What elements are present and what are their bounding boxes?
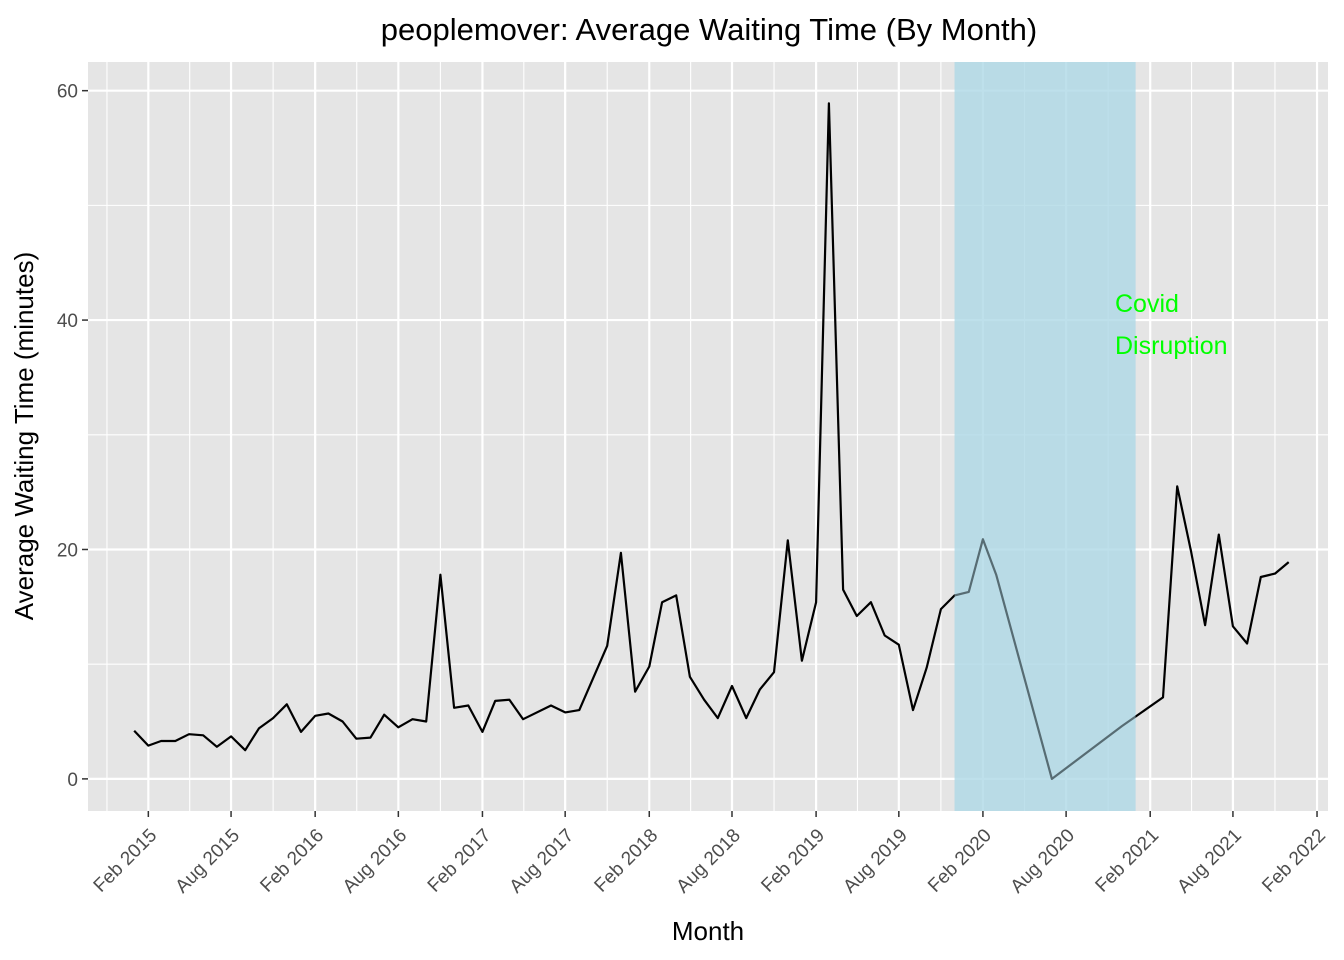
x-tick-label: Feb 2020 [924, 825, 996, 897]
x-tick-label: Feb 2015 [90, 825, 162, 897]
x-tick-label: Aug 2016 [339, 825, 411, 897]
covid-annotation-line-1: Covid [1115, 290, 1179, 318]
x-tick-label: Feb 2018 [591, 825, 663, 897]
x-tick-label: Aug 2015 [172, 825, 244, 897]
x-tick-label: Aug 2021 [1173, 825, 1245, 897]
x-tick-label: Aug 2020 [1007, 825, 1079, 897]
y-tick-label: 40 [57, 311, 78, 332]
x-tick-label: Aug 2018 [673, 825, 745, 897]
x-axis: Feb 2015 Aug 2015 Feb 2016 Aug 2016 Feb 2017… [90, 811, 1330, 897]
covid-annotation-line-2: Disruption [1115, 332, 1228, 360]
x-tick-label: Aug 2019 [839, 825, 911, 897]
x-tick-label: Aug 2017 [506, 825, 578, 897]
plot-panel [88, 62, 1328, 811]
y-tick-label: 0 [67, 770, 78, 791]
covid-highlight-overlay [954, 62, 1136, 811]
x-tick-label: Feb 2019 [757, 825, 829, 897]
x-tick-label: Feb 2022 [1258, 825, 1330, 897]
x-axis-title: Month [672, 916, 744, 946]
y-axis: 0 20 40 60 [57, 82, 88, 791]
covid-annotation: Covid Disruption [1115, 290, 1228, 360]
x-tick-label: Feb 2016 [256, 825, 328, 897]
x-tick-label: Feb 2017 [424, 825, 496, 897]
y-tick-label: 60 [57, 82, 78, 103]
y-axis-title: Average Waiting Time (minutes) [9, 252, 39, 620]
x-tick-label: Feb 2021 [1092, 825, 1164, 897]
y-tick-label: 20 [57, 540, 78, 561]
chart-title: peoplemover: Average Waiting Time (By Mo… [381, 12, 1037, 47]
